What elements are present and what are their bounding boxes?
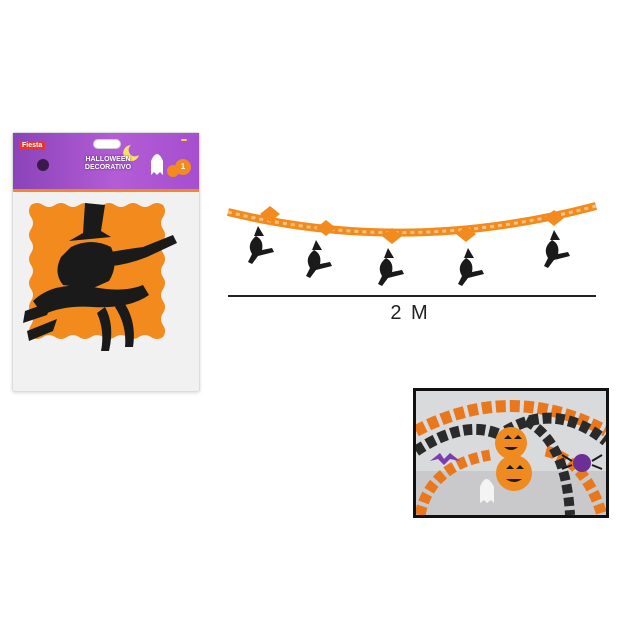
ghost-decoration bbox=[480, 479, 494, 503]
package-contents-art bbox=[23, 203, 177, 351]
pumpkin-lanterns bbox=[495, 427, 532, 491]
spider-decoration bbox=[561, 454, 603, 472]
witch-4 bbox=[458, 248, 484, 286]
pumpkin-chain-arches bbox=[416, 400, 606, 515]
brand-logo: Fiesta bbox=[19, 141, 46, 150]
spider-icon bbox=[37, 159, 49, 171]
witch-5 bbox=[544, 230, 570, 268]
length-measure-line bbox=[228, 295, 596, 297]
decoration-example-photo bbox=[413, 388, 609, 518]
witch-silhouette bbox=[23, 203, 177, 351]
orange-bows bbox=[260, 206, 564, 244]
pumpkin-garland-scene bbox=[416, 391, 606, 515]
hang-hole bbox=[93, 139, 121, 149]
witch-1 bbox=[248, 226, 274, 264]
hanging-witches bbox=[248, 226, 570, 286]
product-package: Fiesta HALLOWEEN DECORATIVO 1 bbox=[12, 132, 200, 392]
header-decorations bbox=[37, 145, 179, 177]
witch-garland bbox=[227, 202, 598, 286]
quantity-badge: 1 bbox=[175, 159, 191, 175]
ghost-icon bbox=[151, 154, 163, 175]
witch-3 bbox=[378, 248, 404, 286]
package-title: HALLOWEEN DECORATIVO bbox=[84, 156, 132, 171]
moon-icon bbox=[123, 145, 139, 161]
length-label: 2 M bbox=[390, 302, 430, 324]
witch-2 bbox=[306, 240, 332, 278]
price-tag bbox=[181, 139, 187, 141]
bat-decoration bbox=[430, 453, 460, 465]
